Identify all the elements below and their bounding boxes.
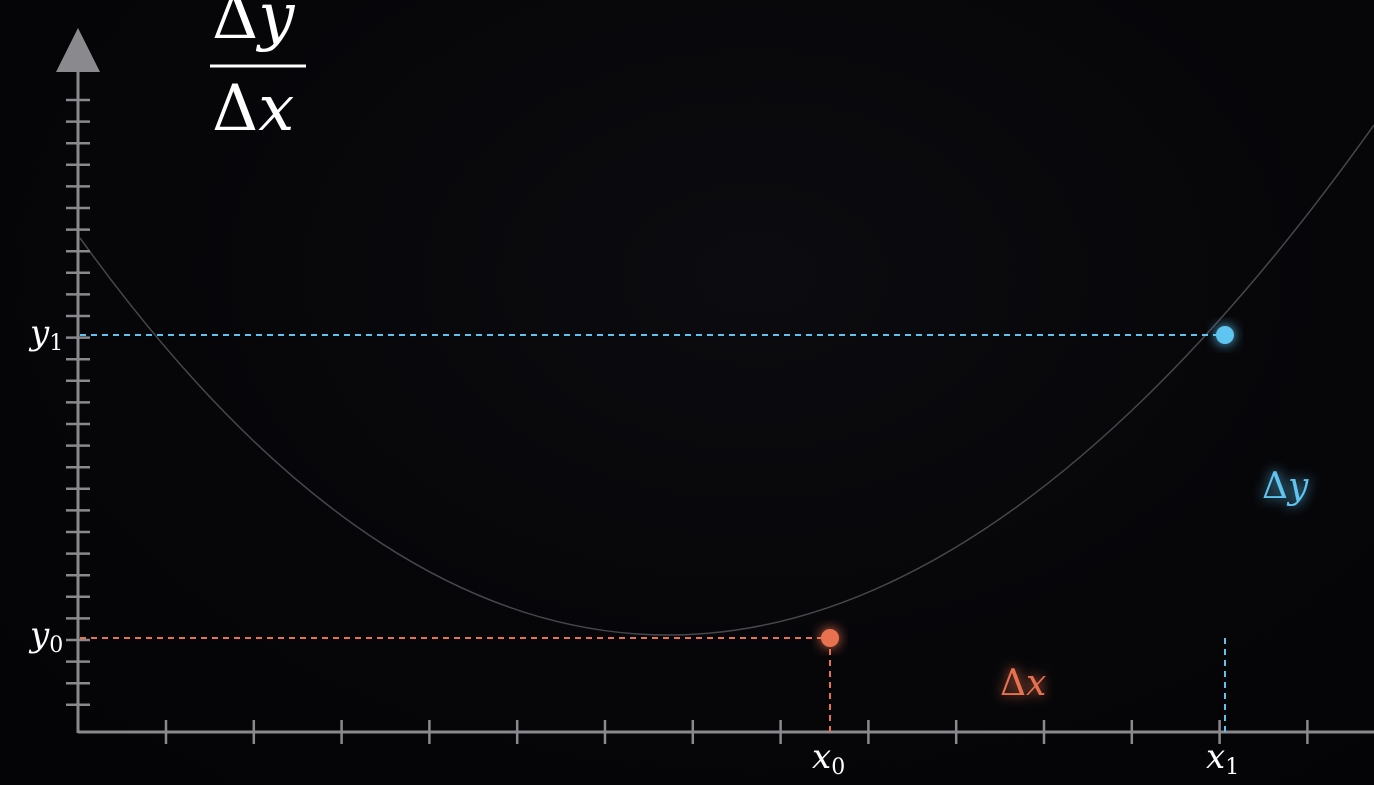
formula-denominator-var: x <box>258 72 294 146</box>
svg-text:Δx: Δx <box>212 72 294 146</box>
formula-numerator-var: y <box>255 0 295 54</box>
function-curve <box>79 124 1374 636</box>
point-x0-y0 <box>821 629 839 647</box>
y1-label: y1 <box>28 313 63 356</box>
slope-formula: Δy Δx <box>210 0 306 146</box>
x0-label: x0 <box>812 737 845 780</box>
x1-label: x1 <box>1206 737 1239 780</box>
y-axis-ticks <box>66 98 90 707</box>
x-axis-ticks <box>164 720 1309 744</box>
delta-x-label: Δx <box>1000 663 1046 704</box>
delta-y-label: Δy <box>1262 466 1309 507</box>
y-axis-arrow-icon <box>56 28 100 72</box>
y0-label: y0 <box>28 615 63 658</box>
formula-numerator-delta: Δ <box>212 0 258 54</box>
point-x1-y1 <box>1216 326 1234 344</box>
svg-text:Δy: Δy <box>212 0 295 54</box>
formula-denominator-delta: Δ <box>212 72 258 146</box>
